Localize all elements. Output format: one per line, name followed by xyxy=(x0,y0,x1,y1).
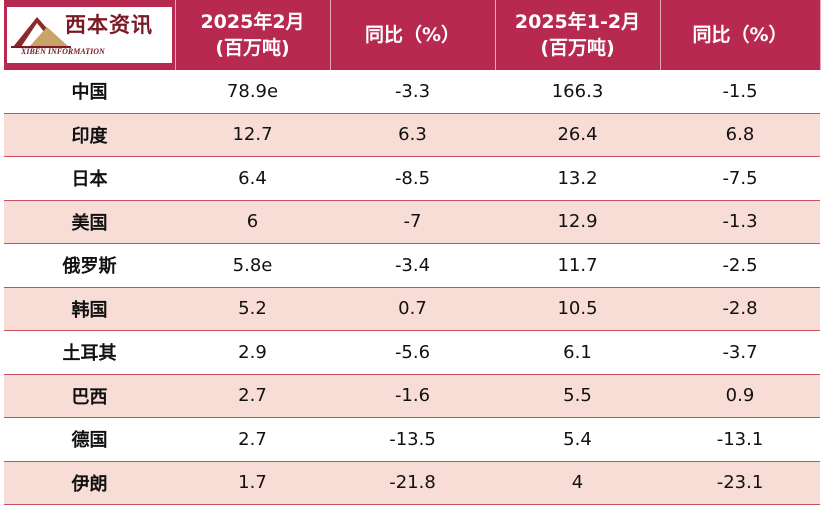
cell: 2.7 xyxy=(175,417,330,462)
table-row: 德国 2.7 -13.5 5.4 -13.1 xyxy=(4,417,820,462)
cell: -21.8 xyxy=(330,461,495,505)
row-label: 伊朗 xyxy=(4,461,175,505)
cell: -2.5 xyxy=(660,243,820,288)
cell: 6.4 xyxy=(175,156,330,201)
cell: -1.5 xyxy=(660,70,820,114)
logo-subtitle: XIBEN INFORMATION xyxy=(21,47,105,56)
cell: 1.7 xyxy=(175,461,330,505)
row-label: 俄罗斯 xyxy=(4,243,175,288)
table-row: 俄罗斯 5.8e -3.4 11.7 -2.5 xyxy=(4,243,820,288)
table-row: 日本 6.4 -8.5 13.2 -7.5 xyxy=(4,156,820,201)
row-label: 土耳其 xyxy=(4,330,175,375)
cell: 10.5 xyxy=(495,287,660,331)
table-row: 伊朗 1.7 -21.8 4 -23.1 xyxy=(4,461,820,505)
cell: 166.3 xyxy=(495,70,660,114)
cell: -8.5 xyxy=(330,156,495,201)
cell: 0.9 xyxy=(660,374,820,418)
logo-mountain xyxy=(13,17,51,47)
header-cell: 2025年2月 (百万吨) xyxy=(175,0,331,70)
header-text: 2025年1-2月 xyxy=(514,11,641,33)
cell: -3.4 xyxy=(330,243,495,288)
cell: -3.3 xyxy=(330,70,495,114)
cell: 5.2 xyxy=(175,287,330,331)
row-label: 印度 xyxy=(4,113,175,157)
header-text: 同比（%） xyxy=(364,24,461,46)
cell: 11.7 xyxy=(495,243,660,288)
logo-icon xyxy=(11,17,71,48)
header-text: (百万吨) xyxy=(540,37,615,59)
table-row: 土耳其 2.9 -5.6 6.1 -3.7 xyxy=(4,330,820,375)
header-row: 西本资讯 XIBEN INFORMATION 2025年2月 (百万吨) 同比（%）… xyxy=(4,0,821,70)
cell: -13.1 xyxy=(660,417,820,462)
table-row: 韩国 5.2 0.7 10.5 -2.8 xyxy=(4,287,820,331)
cell: -7.5 xyxy=(660,156,820,201)
cell: 12.7 xyxy=(175,113,330,157)
row-label: 德国 xyxy=(4,417,175,462)
cell: -7 xyxy=(330,200,495,244)
cell: 5.4 xyxy=(495,417,660,462)
cell: 2.9 xyxy=(175,330,330,375)
cell: -23.1 xyxy=(660,461,820,505)
table-row: 印度 12.7 6.3 26.4 6.8 xyxy=(4,113,820,157)
row-label: 中国 xyxy=(4,70,175,114)
cell: 78.9e xyxy=(175,70,330,114)
header-text: 2025年2月 xyxy=(200,11,305,33)
cell: 6.8 xyxy=(660,113,820,157)
logo-title: 西本资讯 xyxy=(65,13,153,37)
cell: 4 xyxy=(495,461,660,505)
cell: 6 xyxy=(175,200,330,244)
cell: 0.7 xyxy=(330,287,495,331)
header-cell: 同比（%） xyxy=(660,0,821,70)
cell: 2.7 xyxy=(175,374,330,418)
logo-mountain xyxy=(29,27,69,47)
header-text: 同比（%） xyxy=(692,24,788,46)
table-row: 中国 78.9e -3.3 166.3 -1.5 xyxy=(4,70,820,114)
cell: 13.2 xyxy=(495,156,660,201)
cell: 6.3 xyxy=(330,113,495,157)
header-cell: 同比（%） xyxy=(330,0,496,70)
cell: -3.7 xyxy=(660,330,820,375)
header-text: (百万吨) xyxy=(215,37,290,59)
cell: 5.5 xyxy=(495,374,660,418)
cell: -2.8 xyxy=(660,287,820,331)
row-label: 美国 xyxy=(4,200,175,244)
row-label: 日本 xyxy=(4,156,175,201)
table-body: 中国 78.9e -3.3 166.3 -1.5 印度 12.7 6.3 26.4 6.8 日本 6.… xyxy=(4,70,820,505)
row-label: 韩国 xyxy=(4,287,175,331)
row-label: 巴西 xyxy=(4,374,175,418)
cell: -13.5 xyxy=(330,417,495,462)
cell: 12.9 xyxy=(495,200,660,244)
cell: 5.8e xyxy=(175,243,330,288)
cell: -1.3 xyxy=(660,200,820,244)
table-container: 西本资讯 XIBEN INFORMATION 2025年2月 (百万吨) 同比（%）… xyxy=(4,0,821,505)
cell: -1.6 xyxy=(330,374,495,418)
logo-cell: 西本资讯 XIBEN INFORMATION xyxy=(4,0,176,70)
table-row: 美国 6 -7 12.9 -1.3 xyxy=(4,200,820,244)
cell: 26.4 xyxy=(495,113,660,157)
cell: -5.6 xyxy=(330,330,495,375)
cell: 6.1 xyxy=(495,330,660,375)
data-table: 西本资讯 XIBEN INFORMATION 2025年2月 (百万吨) 同比（%）… xyxy=(4,0,821,505)
logo: 西本资讯 XIBEN INFORMATION xyxy=(7,7,172,63)
header-cell: 2025年1-2月 (百万吨) xyxy=(495,0,661,70)
table-row: 巴西 2.7 -1.6 5.5 0.9 xyxy=(4,374,820,418)
